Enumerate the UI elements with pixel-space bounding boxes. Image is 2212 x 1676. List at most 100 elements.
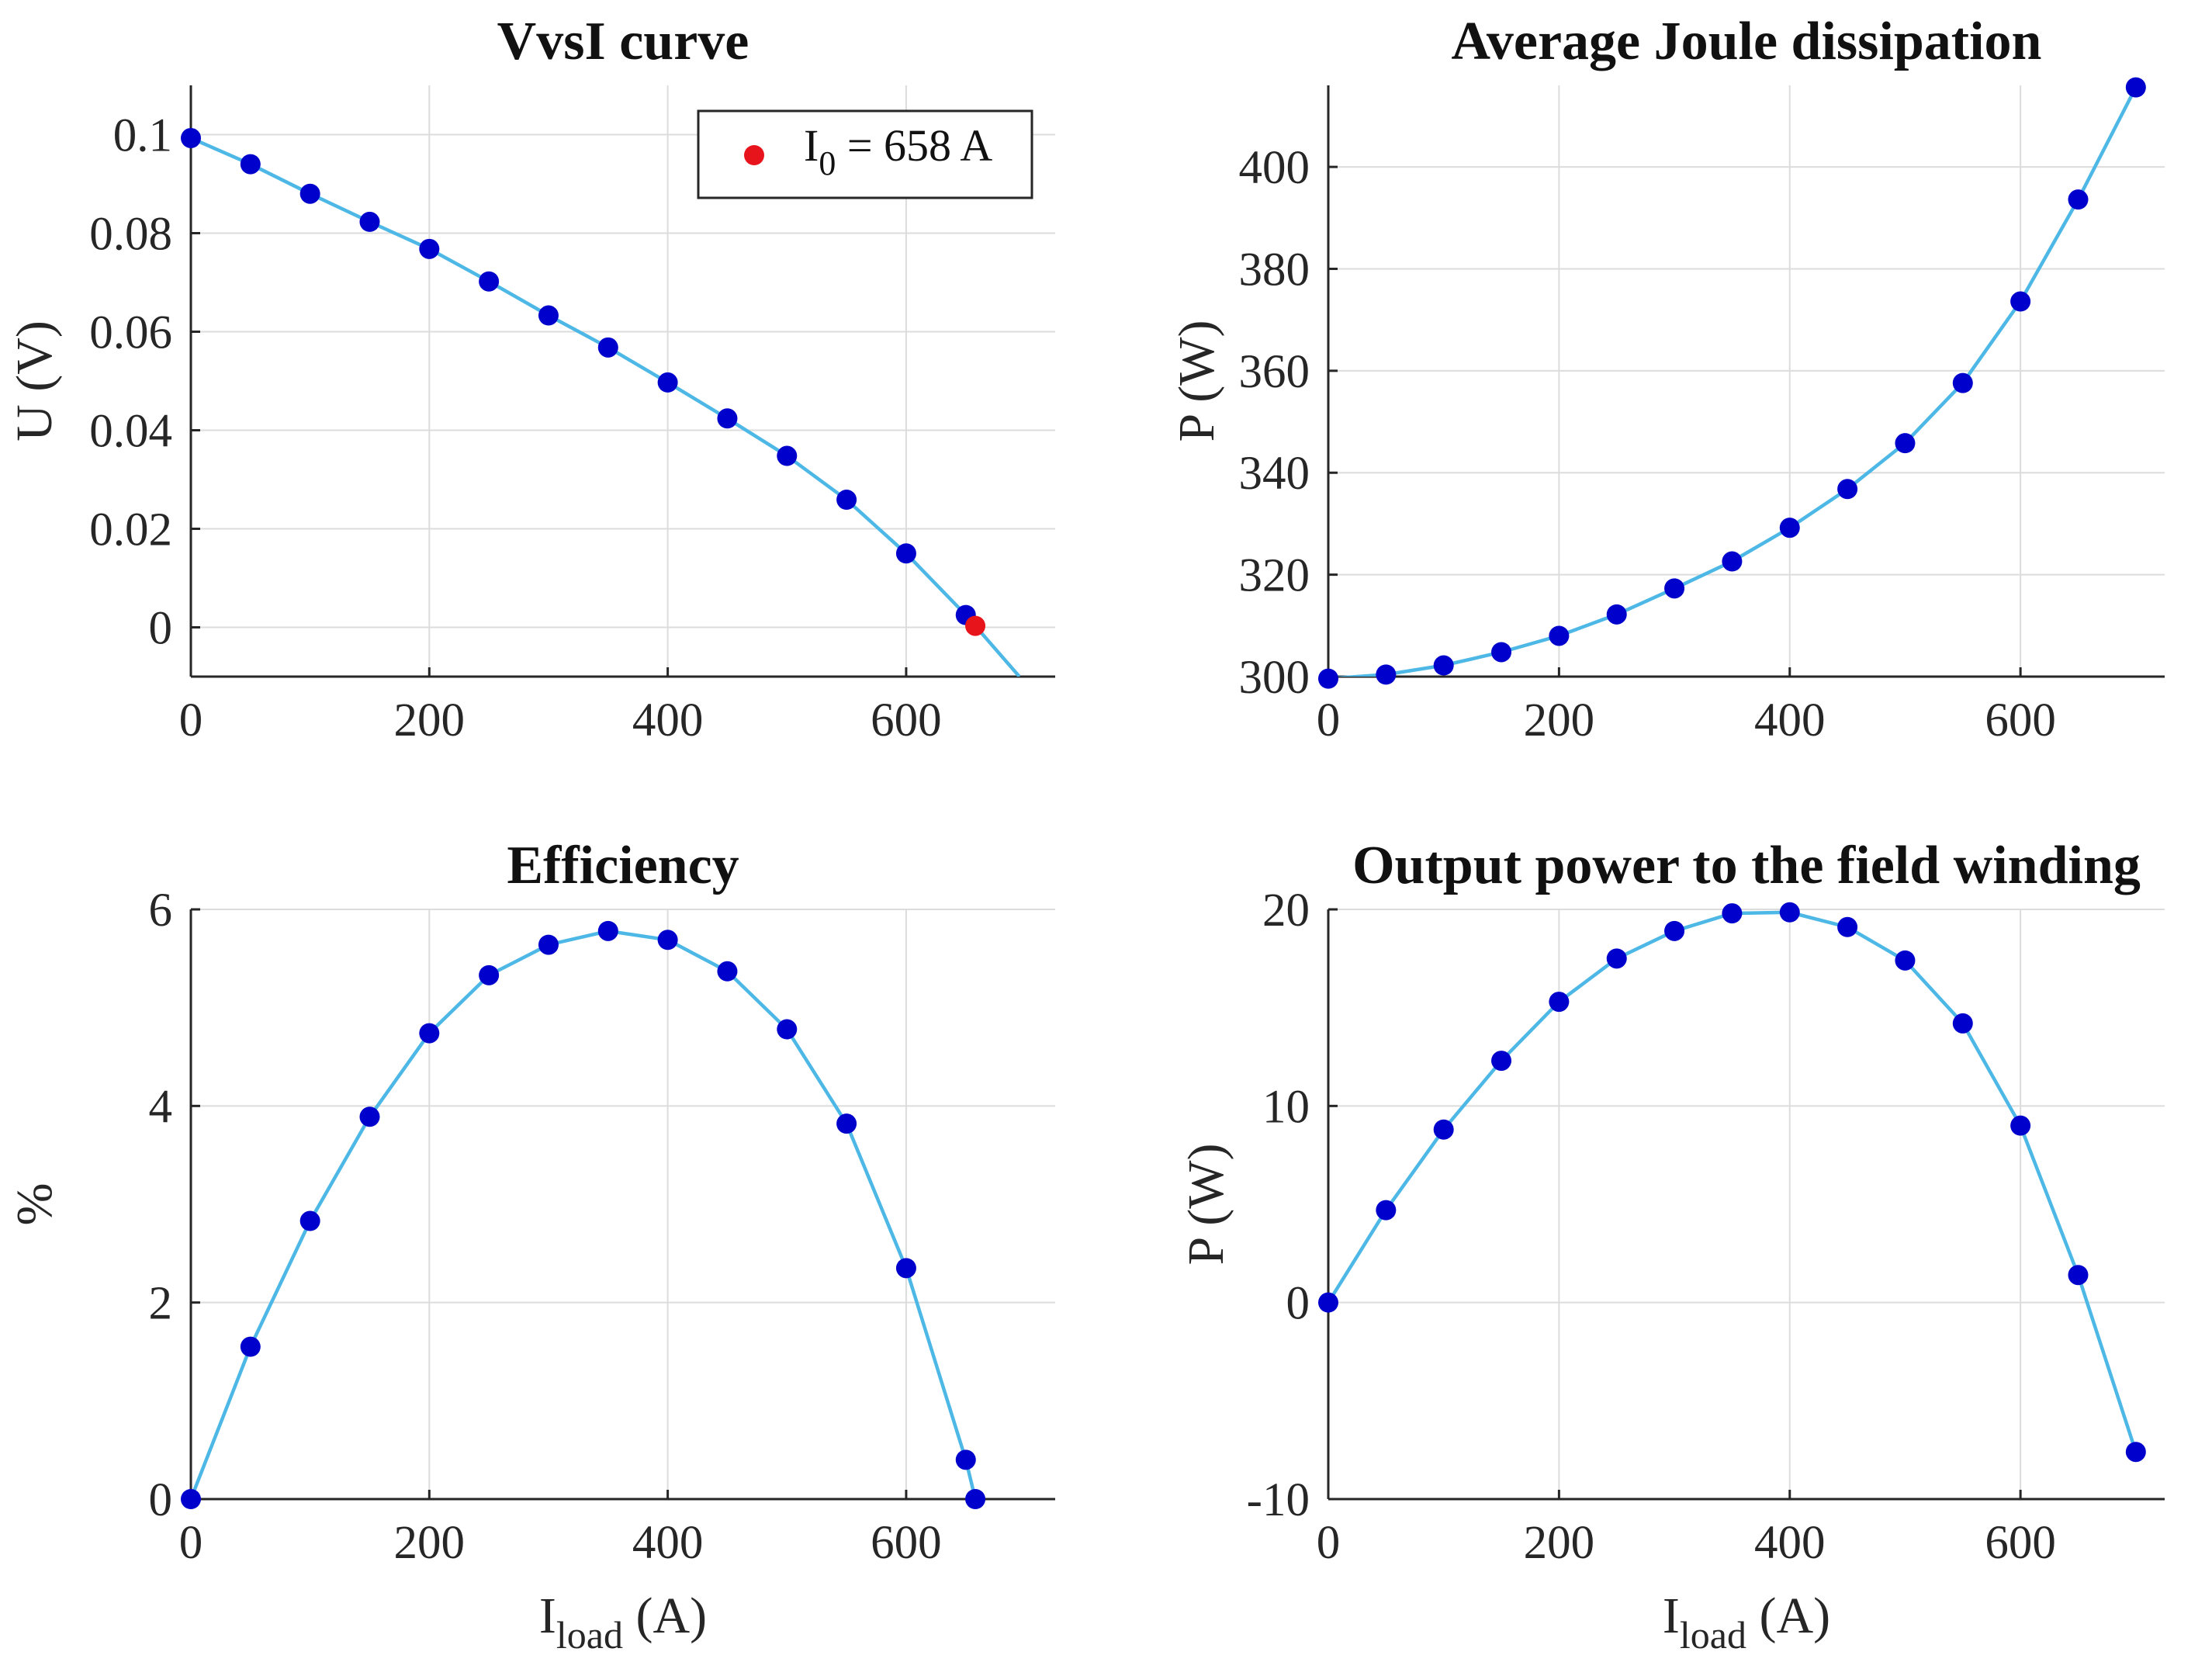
joule-data-point: [2010, 291, 2031, 312]
vvsi-data-point: [359, 211, 380, 232]
efficiency-data-point: [597, 920, 618, 941]
efficiency-data-point: [965, 1489, 986, 1509]
vvsi-x-tick-label: 600: [871, 694, 942, 746]
vvsi-data-point: [538, 305, 559, 326]
output-data-point: [1664, 920, 1685, 941]
efficiency-y-tick-label: 2: [149, 1278, 173, 1330]
joule-title: Average Joule dissipation: [1452, 12, 2042, 71]
vvsi-data-point: [717, 408, 738, 429]
output-data-point: [1376, 1200, 1397, 1221]
joule-y-label: P (W): [1168, 320, 1225, 442]
joule-y-tick-label: 300: [1239, 652, 1310, 704]
efficiency-x-tick-label: 400: [632, 1517, 704, 1569]
vvsi-y-tick-label: 0.04: [89, 406, 172, 458]
joule-y-tick-label: 380: [1239, 244, 1310, 296]
efficiency-data-point: [359, 1106, 380, 1127]
vvsi-data-point: [895, 543, 916, 564]
efficiency-data-point: [538, 934, 559, 955]
efficiency-x-tick-label: 600: [871, 1517, 942, 1569]
vvsi-highlight-point: [965, 615, 986, 636]
joule-curve: [1331, 86, 2138, 677]
joule-data-point: [1318, 668, 1338, 689]
joule-data-point: [1722, 551, 1743, 572]
joule-data-point: [2125, 77, 2146, 98]
output-data-point: [2125, 1442, 2146, 1463]
joule-data-point: [1549, 625, 1570, 646]
vvsi-y-tick-label: 0.06: [89, 307, 172, 359]
efficiency-data-point: [419, 1023, 440, 1044]
joule-y-tick-label: 340: [1239, 448, 1310, 500]
output-data-point: [1433, 1119, 1454, 1140]
output-x-tick-label: 0: [1317, 1517, 1341, 1569]
output-data-point: [2068, 1265, 2089, 1286]
vvsi-data-point: [479, 271, 500, 292]
output-y-tick-label: -10: [1247, 1474, 1310, 1526]
vvsi-chart: 0 200 400 600 0 0.02 0.04 0.06 0.08 0.1 VvsI curve…: [6, 12, 1055, 746]
joule-chart: 0 200 400 600 300 320 340 360 380 400 Average Joul…: [1168, 12, 2165, 746]
vvsi-y-tick-label: 0.1: [113, 110, 172, 162]
vvsi-legend-marker: [744, 145, 764, 165]
vvsi-y-label: U (V): [6, 320, 63, 442]
efficiency-data-point: [181, 1489, 201, 1509]
vvsi-x-tick-label: 400: [632, 694, 704, 746]
efficiency-chart: 0 200 400 600 0 2 4 6 Efficiency% Iload (A): [6, 836, 1055, 1657]
efficiency-title: Efficiency: [507, 836, 739, 895]
joule-y-tick-label: 320: [1239, 550, 1310, 602]
output-title: Output power to the field winding: [1352, 836, 2141, 895]
output-data-point: [1549, 992, 1570, 1013]
output-data-point: [2010, 1115, 2031, 1136]
efficiency-data-point: [836, 1113, 857, 1134]
vvsi-x-tick-label: 200: [394, 694, 466, 746]
joule-y-tick-label: 400: [1239, 142, 1310, 194]
efficiency-x-label: Iload (A): [539, 1588, 707, 1657]
vvsi-data-point: [597, 337, 618, 358]
vvsi-data-point: [657, 372, 678, 393]
joule-data-point: [1664, 578, 1685, 599]
vvsi-data-point: [836, 490, 857, 511]
joule-data-point: [1895, 433, 1916, 454]
joule-x-tick-label: 200: [1524, 694, 1595, 746]
output-data-point: [1491, 1051, 1512, 1072]
vvsi-data-point: [777, 445, 798, 466]
output-data-point: [1895, 950, 1916, 971]
vvsi-y-tick-label: 0: [149, 603, 173, 655]
efficiency-data-point: [895, 1258, 916, 1279]
vvsi-title: VvsI curve: [497, 12, 749, 71]
efficiency-data-point: [717, 961, 738, 982]
vvsi-data-point: [299, 183, 320, 204]
efficiency-y-tick-label: 6: [149, 885, 173, 937]
vvsi-legend: I0 = 658 A: [697, 109, 1033, 199]
joule-data-point: [1606, 604, 1627, 625]
vvsi-y-tick-label: 0.08: [89, 209, 172, 261]
efficiency-data-point: [299, 1210, 320, 1231]
output-y-tick-label: 20: [1262, 885, 1310, 937]
efficiency-x-tick-label: 0: [179, 1517, 203, 1569]
efficiency-data-point: [657, 930, 678, 951]
vvsi-data-point: [240, 154, 261, 175]
output-data-point: [1779, 902, 1800, 923]
joule-data-point: [1837, 479, 1858, 500]
output-x-tick-label: 200: [1524, 1517, 1595, 1569]
efficiency-y-tick-label: 0: [149, 1474, 173, 1526]
vvsi-data-point: [181, 127, 201, 148]
efficiency-data-point: [240, 1336, 261, 1357]
output-curve: [1328, 910, 2138, 1453]
output-y-tick-label: 0: [1286, 1278, 1310, 1330]
efficiency-x-tick-label: 200: [394, 1517, 466, 1569]
efficiency-data-point: [479, 964, 500, 985]
output-x-tick-label: 400: [1754, 1517, 1826, 1569]
joule-y-tick-label: 360: [1239, 346, 1310, 398]
output-x-label: Iload (A): [1663, 1588, 1830, 1657]
vvsi-y-tick-label: 0.02: [89, 504, 172, 556]
joule-data-point: [1491, 642, 1512, 663]
joule-data-point: [1433, 655, 1454, 676]
output-data-point: [1952, 1013, 1973, 1034]
efficiency-data-point: [955, 1449, 976, 1470]
output-y-tick-label: 10: [1262, 1081, 1310, 1133]
output-x-tick-label: 600: [1985, 1517, 2056, 1569]
joule-x-tick-label: 400: [1754, 694, 1826, 746]
vvsi-curve: [191, 136, 1021, 677]
joule-data-point: [1952, 372, 1973, 393]
